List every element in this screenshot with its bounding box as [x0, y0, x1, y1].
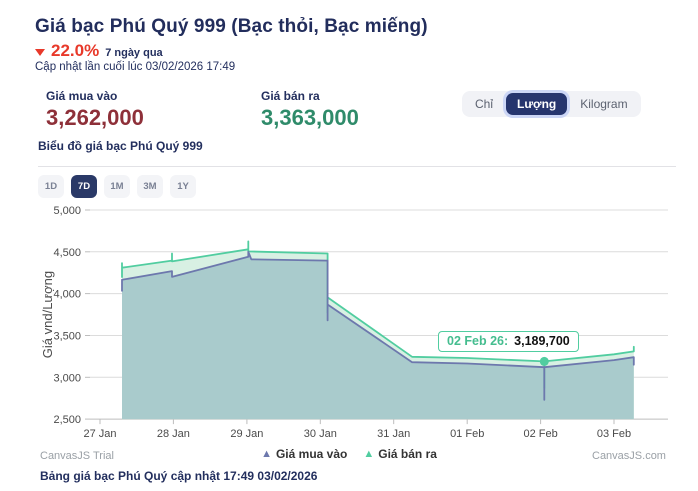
sell-price-block: Giá bán ra 3,363,000: [261, 89, 359, 131]
svg-text:4,500: 4,500: [53, 247, 81, 259]
svg-text:02 Feb: 02 Feb: [523, 428, 557, 440]
legend-label-sell: Giá bán ra: [378, 447, 437, 461]
range-button-7d[interactable]: 7D: [71, 175, 97, 198]
range-button-1y[interactable]: 1Y: [170, 175, 196, 198]
last-updated-text: Cập nhật lần cuối lúc 03/02/2026 17:49: [35, 61, 236, 73]
svg-text:03 Feb: 03 Feb: [597, 428, 631, 440]
chart-canvas[interactable]: 2,500 3,000 3,500 4,000 4,500 5,000 27 Jan 28 J…: [0, 200, 698, 446]
triangle-down-icon: [35, 48, 45, 56]
svg-text:5,000: 5,000: [53, 205, 81, 217]
divider: [38, 166, 676, 167]
legend-item-sell[interactable]: ▲ Giá bán ra: [363, 447, 437, 461]
tooltip-date: 02 Feb 26:: [447, 334, 509, 348]
svg-text:30 Jan: 30 Jan: [304, 428, 337, 440]
svg-text:31 Jan: 31 Jan: [377, 428, 410, 440]
table-caption: Bảng giá bạc Phú Quý cập nhật 17:49 03/0…: [40, 469, 318, 483]
canvasjs-link[interactable]: CanvasJS.com: [592, 450, 666, 462]
buy-price-label: Giá mua vào: [46, 89, 118, 103]
triangle-marker-icon: ▲: [261, 447, 272, 460]
sell-price-label: Giá bán ra: [261, 89, 320, 103]
svg-text:2,500: 2,500: [53, 414, 81, 426]
page-title: Giá bạc Phú Quý 999 (Bạc thỏi, Bạc miếng…: [35, 16, 428, 37]
legend-label-buy: Giá mua vào: [275, 447, 348, 461]
buy-price-block: Giá mua vào 3,262,000: [46, 89, 144, 131]
triangle-marker-icon: ▲: [363, 447, 375, 460]
svg-text:3,000: 3,000: [53, 372, 81, 384]
unit-toggle-group: Chỉ Lượng Kilogram: [462, 91, 641, 117]
change-period: 7 ngày qua: [105, 47, 163, 59]
svg-text:27 Jan: 27 Jan: [83, 428, 116, 440]
chart-legend: ▲ Giá mua vào ▲ Giá bán ra: [0, 447, 698, 461]
price-chart[interactable]: 2,500 3,000 3,500 4,000 4,500 5,000 27 Jan 28 J…: [0, 200, 698, 446]
canvasjs-trial-text: CanvasJS Trial: [40, 450, 114, 462]
svg-text:Giá vnd/Lượng: Giá vnd/Lượng: [40, 271, 55, 358]
chart-tooltip: 02 Feb 26: 3,189,700: [438, 331, 579, 352]
legend-item-buy[interactable]: ▲ Giá mua vào: [261, 447, 347, 461]
svg-text:01 Feb: 01 Feb: [450, 428, 484, 440]
unit-toggle-kilogram[interactable]: Kilogram: [569, 93, 638, 115]
change-percent: 22.0%: [51, 41, 100, 60]
unit-toggle-luong[interactable]: Lượng: [506, 93, 568, 115]
svg-text:4,000: 4,000: [53, 289, 81, 301]
time-range-buttons: 1D 7D 1M 3M 1Y: [38, 175, 196, 198]
svg-text:29 Jan: 29 Jan: [230, 428, 263, 440]
range-button-1m[interactable]: 1M: [104, 175, 130, 198]
unit-toggle-chi[interactable]: Chỉ: [464, 93, 504, 115]
buy-price-value: 3,262,000: [46, 105, 144, 130]
range-button-1d[interactable]: 1D: [38, 175, 64, 198]
tooltip-value: 3,189,700: [514, 334, 570, 348]
chart-section-title: Biểu đồ giá bạc Phú Quý 999: [38, 139, 203, 153]
sell-price-value: 3,363,000: [261, 105, 359, 130]
svg-text:28 Jan: 28 Jan: [157, 428, 190, 440]
svg-text:3,500: 3,500: [53, 330, 81, 342]
price-change-row: 22.0% 7 ngày qua: [35, 41, 163, 61]
range-button-3m[interactable]: 3M: [137, 175, 163, 198]
